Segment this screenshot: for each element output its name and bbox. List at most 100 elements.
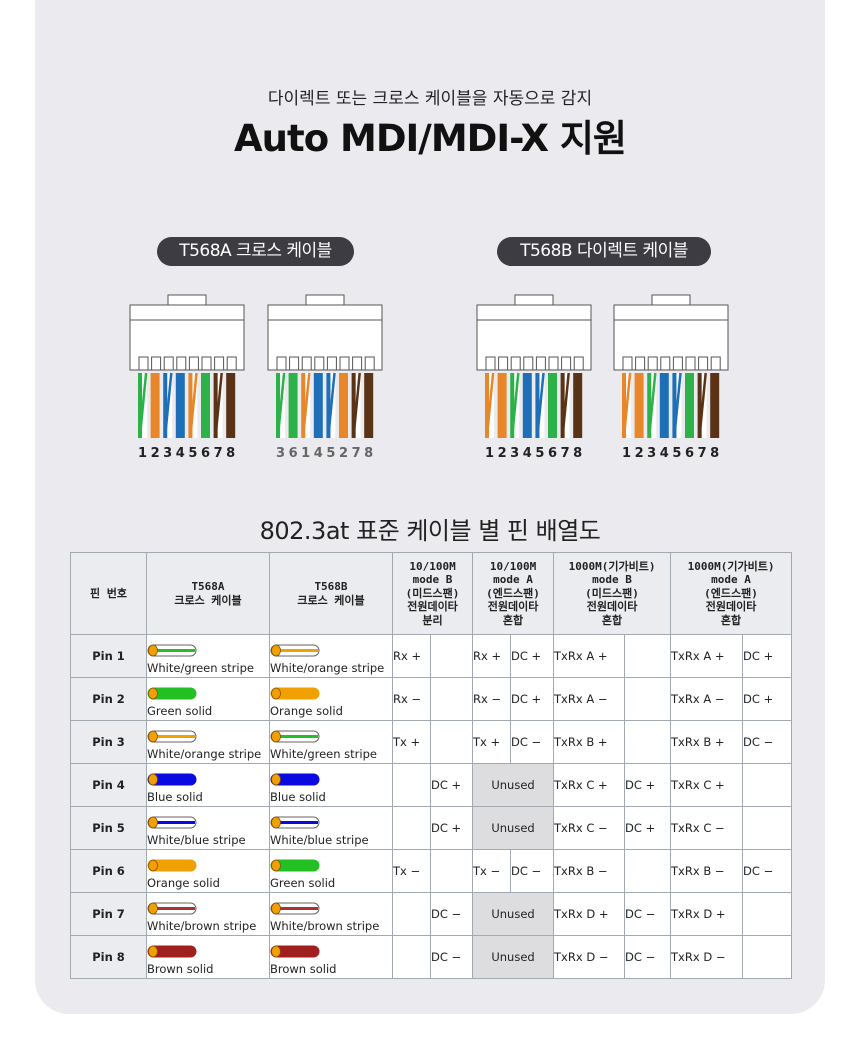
pin-label: Pin 6: [70, 849, 147, 893]
pin-number: 2: [635, 446, 644, 461]
wire: [364, 373, 374, 438]
wire: [622, 372, 632, 439]
wire: [301, 372, 311, 439]
signal-cell: TxRx C +: [553, 763, 626, 807]
signal-cell: TxRx A +: [553, 634, 626, 678]
pin-number: 1: [138, 446, 147, 461]
signal-cell: Rx −: [392, 677, 431, 721]
signal-cell: [392, 935, 431, 979]
wire-color-swatch: [270, 902, 320, 914]
pin-number: 2: [151, 446, 160, 461]
signal-cell: TxRx C −: [553, 806, 626, 850]
wire-color-swatch: [147, 902, 197, 914]
signal-cell: TxRx A −: [553, 677, 626, 721]
wire-color-cell: White/blue stripe: [146, 806, 270, 850]
wire-color-swatch: [147, 687, 197, 699]
wire-color-label: Blue solid: [270, 789, 326, 804]
wire: [672, 372, 682, 439]
signal-cell: [392, 892, 431, 936]
pin-number: 1: [485, 446, 494, 461]
wire: [710, 373, 720, 438]
column-header: T568A 크로스 케이블: [146, 552, 270, 635]
wire-color-label: White/green stripe: [147, 660, 254, 675]
wire-color-cell: Green solid: [146, 677, 270, 721]
signal-cell: DC +: [510, 634, 555, 678]
wire-color-cell: Orange solid: [146, 849, 270, 893]
wire-color-label: White/brown stripe: [270, 918, 380, 933]
wire: [188, 372, 198, 439]
signal-cell: TxRx B +: [670, 720, 744, 764]
header-line: 1000M(기가비트): [687, 559, 775, 573]
signal-cell: DC +: [510, 677, 555, 721]
signal-cell: TxRx B +: [553, 720, 626, 764]
wire: [339, 373, 348, 438]
header-line: T568A: [191, 580, 225, 593]
signal-cell: [624, 720, 672, 764]
header-line: 혼합: [601, 613, 623, 627]
pinout-table: 핀 번호 T568A 크로스 케이블 T568B 크로스 케이블 10/100M mode …: [70, 552, 793, 979]
header-line: (미드스팬): [405, 586, 460, 600]
wire-color-swatch: [147, 945, 197, 957]
signal-cell: Rx −: [472, 677, 512, 721]
wire: [685, 373, 694, 438]
wire-color-swatch: [147, 859, 197, 871]
column-header: 10/100M mode B (미드스팬) 전원데이타 분리: [391, 552, 474, 635]
signal-cell: TxRx C +: [670, 763, 744, 807]
wire: [226, 373, 236, 438]
signal-cell: DC −: [742, 849, 793, 893]
wire: [201, 373, 210, 438]
pin-number: 3: [647, 446, 656, 461]
wire-color-label: Brown solid: [270, 961, 337, 976]
signal-cell: DC +: [742, 677, 793, 721]
signal-cell: TxRx D −: [553, 935, 626, 979]
wire-color-label: Green solid: [270, 875, 336, 890]
header-line: 10/100M: [409, 559, 456, 573]
pin-number: 7: [352, 446, 361, 461]
pin-number: 7: [698, 446, 707, 461]
signal-cell: TxRx D +: [670, 892, 744, 936]
signal-cell: [742, 892, 793, 936]
header-line: (엔드스팬): [486, 586, 540, 600]
pin-label: Pin 8: [70, 935, 147, 979]
signal-cell: Tx +: [472, 720, 512, 764]
wire-color-swatch: [270, 730, 320, 742]
signal-cell: TxRx A +: [670, 634, 744, 678]
signal-cell: [624, 849, 672, 893]
table-heading: 802.3at 표준 케이블 별 핀 배열도: [259, 517, 601, 545]
header-line: 전원데이타: [586, 600, 638, 614]
column-header: T568B 크로스 케이블: [269, 552, 393, 635]
wire-color-cell: Brown solid: [269, 935, 393, 979]
header-line: 전원데이타: [487, 600, 539, 614]
signal-cell: DC −: [624, 935, 672, 979]
header-line: mode B: [592, 573, 632, 587]
wire-color-label: White/orange stripe: [270, 660, 385, 675]
header-line: 혼합: [502, 613, 524, 627]
wire-color-cell: White/brown stripe: [269, 892, 393, 936]
column-header: 핀 번호: [70, 552, 147, 635]
unused-cell: Unused: [472, 892, 555, 936]
wire-color-label: White/orange stripe: [147, 746, 262, 761]
table-row: Pin 5 White/blue stripe White/blue stripe D…: [70, 806, 793, 850]
subtitle: 다이렉트 또는 크로스 케이블을 자동으로 감지: [267, 89, 593, 109]
column-header: 10/100M mode A (엔드스팬) 전원데이타 혼합: [472, 552, 555, 635]
pin-label: Pin 7: [70, 892, 147, 936]
table-row: Pin 8 Brown solid Brown solid DC − Unused TxR…: [70, 935, 793, 979]
wire-color-swatch: [270, 859, 320, 871]
table-row: Pin 7 White/brown stripe White/brown strip…: [70, 892, 793, 936]
header-line: mode A: [493, 573, 533, 587]
wire: [497, 373, 507, 438]
wire-color-swatch: [270, 644, 320, 656]
wire-color-swatch: [147, 644, 197, 656]
header-line: 전원데이타: [705, 600, 757, 614]
pin-number: 8: [226, 446, 235, 461]
wire-color-label: White/blue stripe: [147, 832, 246, 847]
pin-number: 3: [510, 446, 519, 461]
wire-color-swatch: [270, 687, 320, 699]
wire: [634, 373, 644, 438]
signal-cell: DC +: [429, 806, 474, 850]
signal-cell: TxRx B −: [553, 849, 626, 893]
wire: [510, 372, 520, 439]
signal-cell: [742, 935, 793, 979]
